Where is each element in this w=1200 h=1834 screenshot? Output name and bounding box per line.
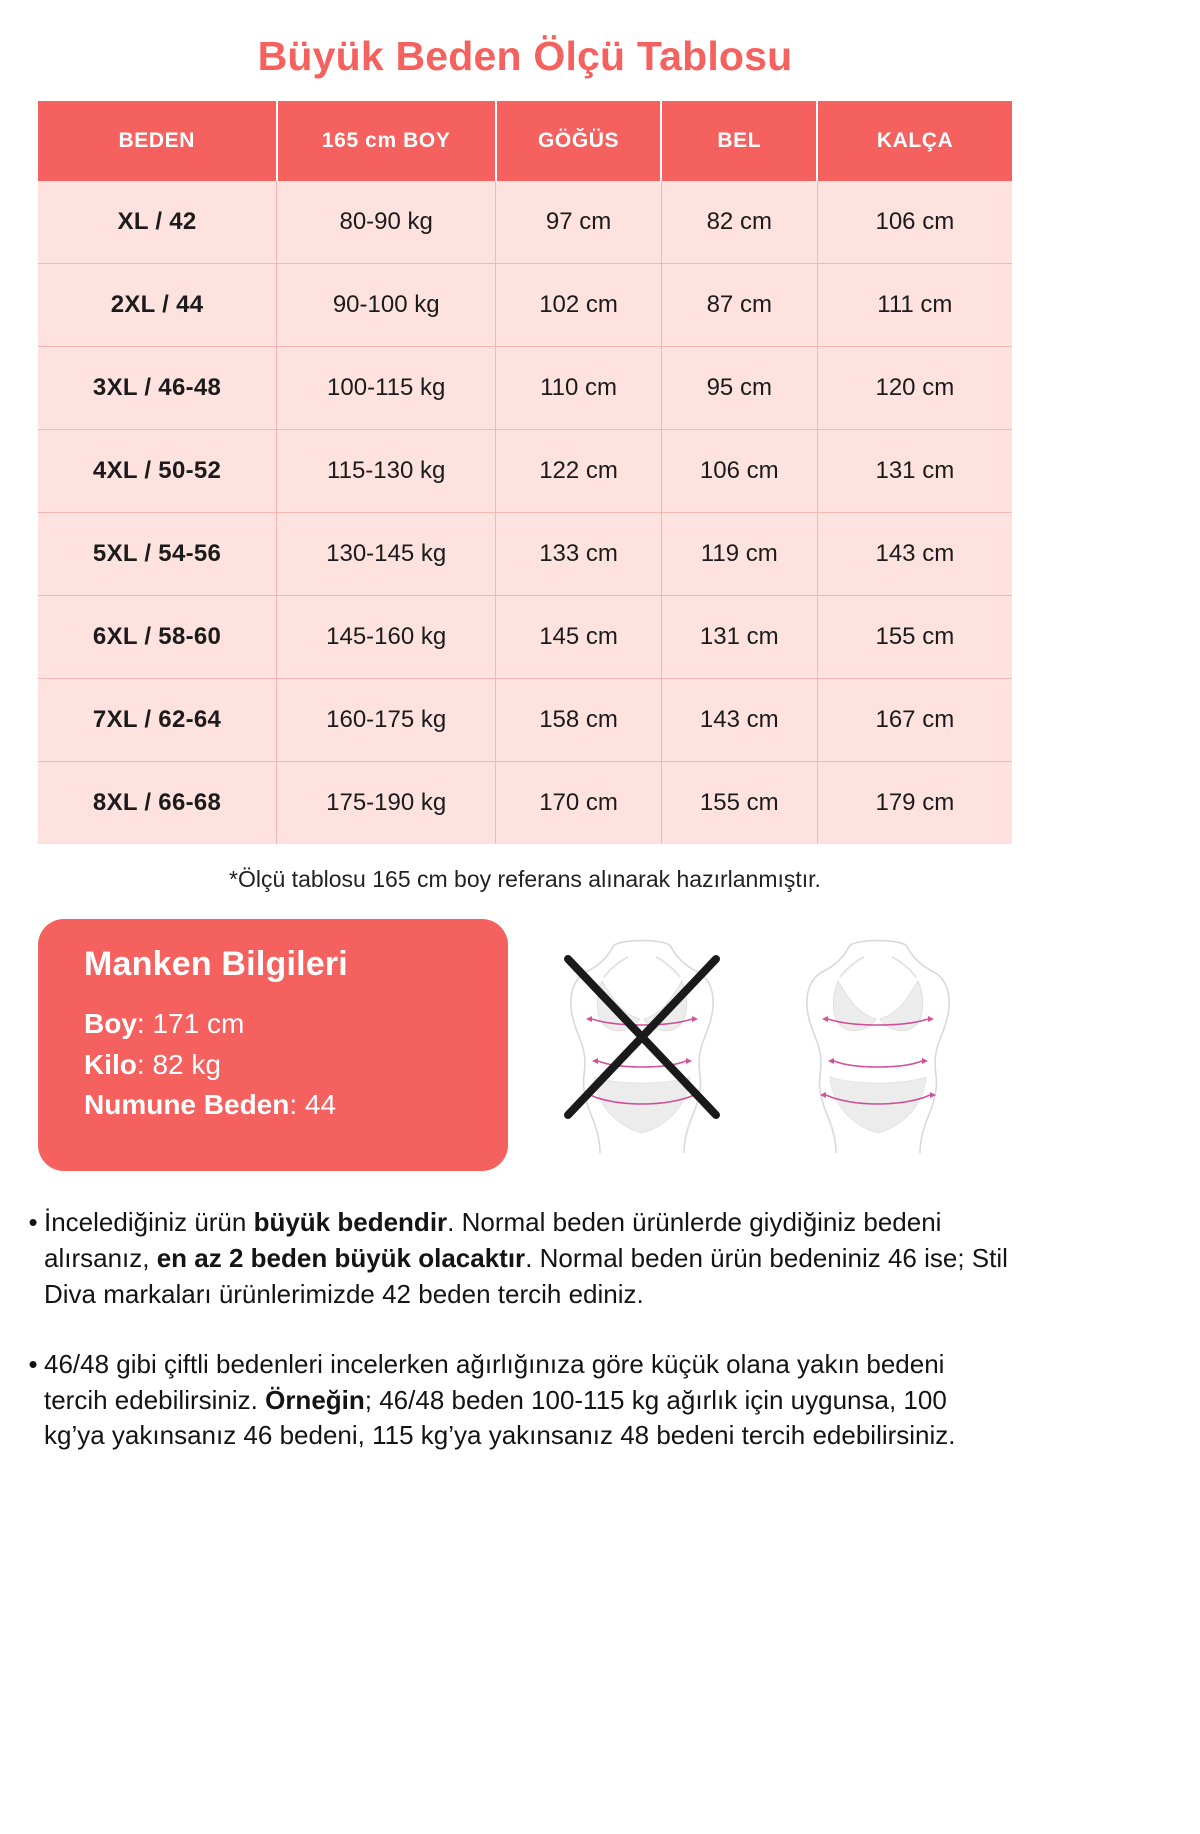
cell-beden: 2XL / 44 [38,263,278,348]
cell-bel: 119 cm [661,512,818,597]
list-item: • 46/48 gibi çiftli bedenleri incelerken… [22,1347,1012,1455]
model-height-label: Boy [84,1008,137,1040]
body-figures [508,919,1012,1157]
cell-bel: 155 cm [661,761,818,845]
cell-beden: 4XL / 50-52 [38,429,278,514]
column-header-gogus: GÖĞÜS [495,101,663,182]
model-sample-size-row: Numune Beden: 44 [84,1085,478,1126]
table-footnote: *Ölçü tablosu 165 cm boy referans alınar… [229,866,821,893]
cell-gogus: 102 cm [495,263,662,348]
note-text-1: İncelediğiniz ürün büyük bedendir. Norma… [44,1205,1012,1313]
model-height-value: : 171 cm [136,1008,245,1040]
cell-gogus: 145 cm [495,595,662,680]
cell-boy: 130-145 kg [276,512,497,597]
body-figure [778,927,978,1157]
table-row: 5XL / 54-56 130-145 kg 133 cm 119 cm 143… [38,512,1012,597]
cell-beden: 8XL / 66-68 [38,761,278,845]
model-info-title: Manken Bilgileri [84,945,348,984]
cell-boy: 90-100 kg [276,263,497,348]
model-weight-label: Kilo [84,1048,137,1080]
crossed-out-body-figure [542,927,742,1157]
note-2-part-2: ; 46/48 beden 100-115 kg ağırlık için uy… [44,1384,956,1451]
cell-kalca: 143 cm [817,512,1012,597]
notes-list: • İncelediğiniz ürün büyük bedendir. Nor… [22,1205,1012,1454]
table-row: 4XL / 50-52 115-130 kg 122 cm 106 cm 131… [38,429,1012,514]
cell-bel: 82 cm [661,181,818,265]
table-header: BEDEN 165 cm BOY GÖĞÜS BEL KALÇA [38,101,1012,182]
note-1-part-1: büyük bedendir [253,1207,448,1238]
cell-boy: 100-115 kg [276,346,497,431]
cell-boy: 145-160 kg [276,595,497,680]
cell-kalca: 155 cm [817,595,1012,680]
cell-bel: 106 cm [661,429,818,514]
note-1-part-4: . Normal beden ürün bedeniniz 46 ise; St… [44,1242,1008,1309]
table-header-row: BEDEN 165 cm BOY GÖĞÜS BEL KALÇA [38,101,1012,182]
column-header-beden: BEDEN [38,101,278,182]
cell-gogus: 110 cm [495,346,662,431]
cell-kalca: 111 cm [817,263,1012,348]
model-weight-value: : 82 kg [136,1048,221,1080]
model-sample-size-label: Numune Beden [84,1089,290,1121]
note-1-part-3: en az 2 beden büyük olacaktır [156,1242,526,1273]
size-chart-page: Büyük Beden Ölçü Tablosu BEDEN 165 cm BO… [0,33,1050,1454]
cell-gogus: 97 cm [495,181,662,265]
cell-kalca: 179 cm [817,761,1012,845]
cell-beden: 7XL / 62-64 [38,678,278,763]
cell-bel: 143 cm [661,678,818,763]
cell-boy: 80-90 kg [276,181,497,265]
table-row: XL / 42 80-90 kg 97 cm 82 cm 106 cm [38,181,1012,265]
cell-bel: 87 cm [661,263,818,348]
cell-gogus: 170 cm [495,761,662,845]
cell-gogus: 133 cm [495,512,662,597]
cell-bel: 95 cm [661,346,818,431]
table-body: XL / 42 80-90 kg 97 cm 82 cm 106 cm 2XL … [38,181,1012,845]
note-2-part-0: 46/48 gibi çiftli bedenleri incelerken a… [44,1348,945,1415]
note-text-2: 46/48 gibi çiftli bedenleri incelerken a… [44,1347,1012,1455]
note-2-part-1: Örneğin [265,1384,365,1415]
cell-kalca: 120 cm [817,346,1012,431]
model-info-section: Manken Bilgileri Boy: 171 cm Kilo: 82 kg… [38,919,1012,1172]
cell-beden: 6XL / 58-60 [38,595,278,680]
size-table: BEDEN 165 cm BOY GÖĞÜS BEL KALÇA XL / 42… [38,101,1012,845]
table-row: 3XL / 46-48 100-115 kg 110 cm 95 cm 120 … [38,346,1012,431]
cell-gogus: 158 cm [495,678,662,763]
cell-gogus: 122 cm [495,429,662,514]
cell-boy: 175-190 kg [276,761,497,845]
note-1-part-2: . Normal beden ürünlerde giydiğiniz bede… [44,1207,942,1273]
table-row: 6XL / 58-60 145-160 kg 145 cm 131 cm 155… [38,595,1012,680]
cell-bel: 131 cm [661,595,818,680]
page-title: Büyük Beden Ölçü Tablosu [257,33,793,79]
table-row: 8XL / 66-68 175-190 kg 170 cm 155 cm 179… [38,761,1012,845]
column-header-boy: 165 cm BOY [276,101,497,182]
size-table-container: BEDEN 165 cm BOY GÖĞÜS BEL KALÇA XL / 42… [38,101,1012,845]
model-height-row: Boy: 171 cm [84,1004,478,1045]
cell-kalca: 167 cm [817,678,1012,763]
column-header-kalca: KALÇA [817,101,1012,182]
cross-out-icon [564,955,720,1120]
bullet-marker: • [28,1207,38,1238]
model-sample-size-value: : 44 [289,1089,337,1121]
model-info-card: Manken Bilgileri Boy: 171 cm Kilo: 82 kg… [38,919,508,1172]
list-item: • İncelediğiniz ürün büyük bedendir. Nor… [22,1205,1012,1313]
cell-beden: 3XL / 46-48 [38,346,278,431]
cell-kalca: 106 cm [817,181,1012,265]
note-1-part-0: İncelediğiniz ürün [44,1207,254,1238]
cell-beden: 5XL / 54-56 [38,512,278,597]
table-row: 7XL / 62-64 160-175 kg 158 cm 143 cm 167… [38,678,1012,763]
cell-beden: XL / 42 [38,181,278,265]
cell-boy: 160-175 kg [276,678,497,763]
cell-kalca: 131 cm [817,429,1012,514]
column-header-bel: BEL [661,101,819,182]
cell-boy: 115-130 kg [276,429,497,514]
model-weight-row: Kilo: 82 kg [84,1045,478,1086]
bullet-marker: • [28,1348,38,1379]
table-row: 2XL / 44 90-100 kg 102 cm 87 cm 111 cm [38,263,1012,348]
